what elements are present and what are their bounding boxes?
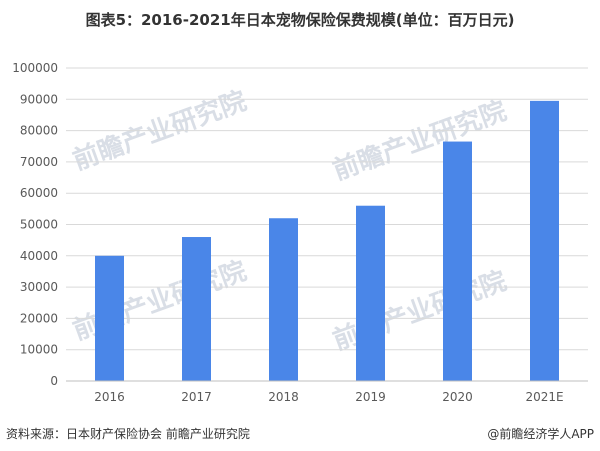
bar-2016	[95, 255, 124, 381]
y-tick-label: 0	[50, 374, 58, 388]
bars	[95, 100, 559, 382]
y-axis-ticks: 0 10000 20000 30000 40000 50000 60000 70000 8000…	[12, 61, 58, 388]
source-note: 资料来源：日本财产保险协会 前瞻产业研究院	[6, 427, 250, 441]
y-tick-label: 10000	[20, 343, 58, 357]
x-tick-label: 2021E	[525, 390, 563, 404]
bar-2017	[182, 237, 211, 381]
watermark-text-2: 前瞻产业研究院	[329, 95, 511, 186]
y-tick-label: 50000	[20, 218, 58, 232]
y-tick-label: 90000	[20, 92, 58, 106]
chart-title: 图表5：2016-2021年日本宠物保险保费规模(单位：百万日元)	[85, 11, 515, 29]
x-tick-label: 2020	[442, 390, 473, 404]
y-tick-label: 80000	[20, 124, 58, 138]
x-tick-label: 2017	[181, 390, 212, 404]
bar-2019	[356, 205, 385, 381]
y-tick-label: 100000	[12, 61, 58, 75]
x-tick-label: 2016	[94, 390, 125, 404]
bar-2020	[443, 141, 472, 381]
x-tick-label: 2018	[268, 390, 299, 404]
bar-2021E	[530, 100, 559, 382]
y-tick-label: 60000	[20, 186, 58, 200]
gridlines	[66, 67, 588, 351]
y-tick-label: 30000	[20, 280, 58, 294]
credit-note: @前瞻经济学人APP	[487, 427, 594, 441]
x-tick-label: 2019	[355, 390, 386, 404]
y-tick-label: 20000	[20, 311, 58, 325]
x-axis-ticks: 2016 2017 2018 2019 2020 2021E	[94, 390, 563, 404]
bar-2018	[269, 218, 298, 381]
y-tick-label: 40000	[20, 249, 58, 263]
y-tick-label: 70000	[20, 155, 58, 169]
